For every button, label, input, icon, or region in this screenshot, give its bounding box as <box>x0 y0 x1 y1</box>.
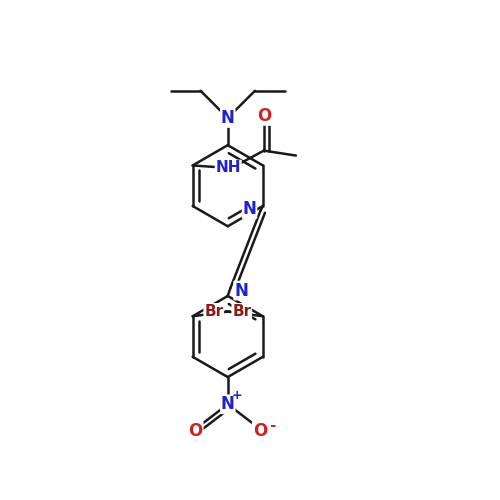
Text: Br: Br <box>204 304 224 319</box>
Text: O: O <box>188 422 202 440</box>
Text: O: O <box>253 422 267 440</box>
Text: N: N <box>221 396 234 413</box>
Text: N: N <box>221 109 234 127</box>
Text: Br: Br <box>232 304 252 319</box>
Text: NH: NH <box>216 160 241 176</box>
Text: -: - <box>269 418 276 432</box>
Text: N: N <box>234 282 248 300</box>
Text: +: + <box>232 389 242 402</box>
Text: O: O <box>256 107 271 125</box>
Text: N: N <box>242 200 256 218</box>
